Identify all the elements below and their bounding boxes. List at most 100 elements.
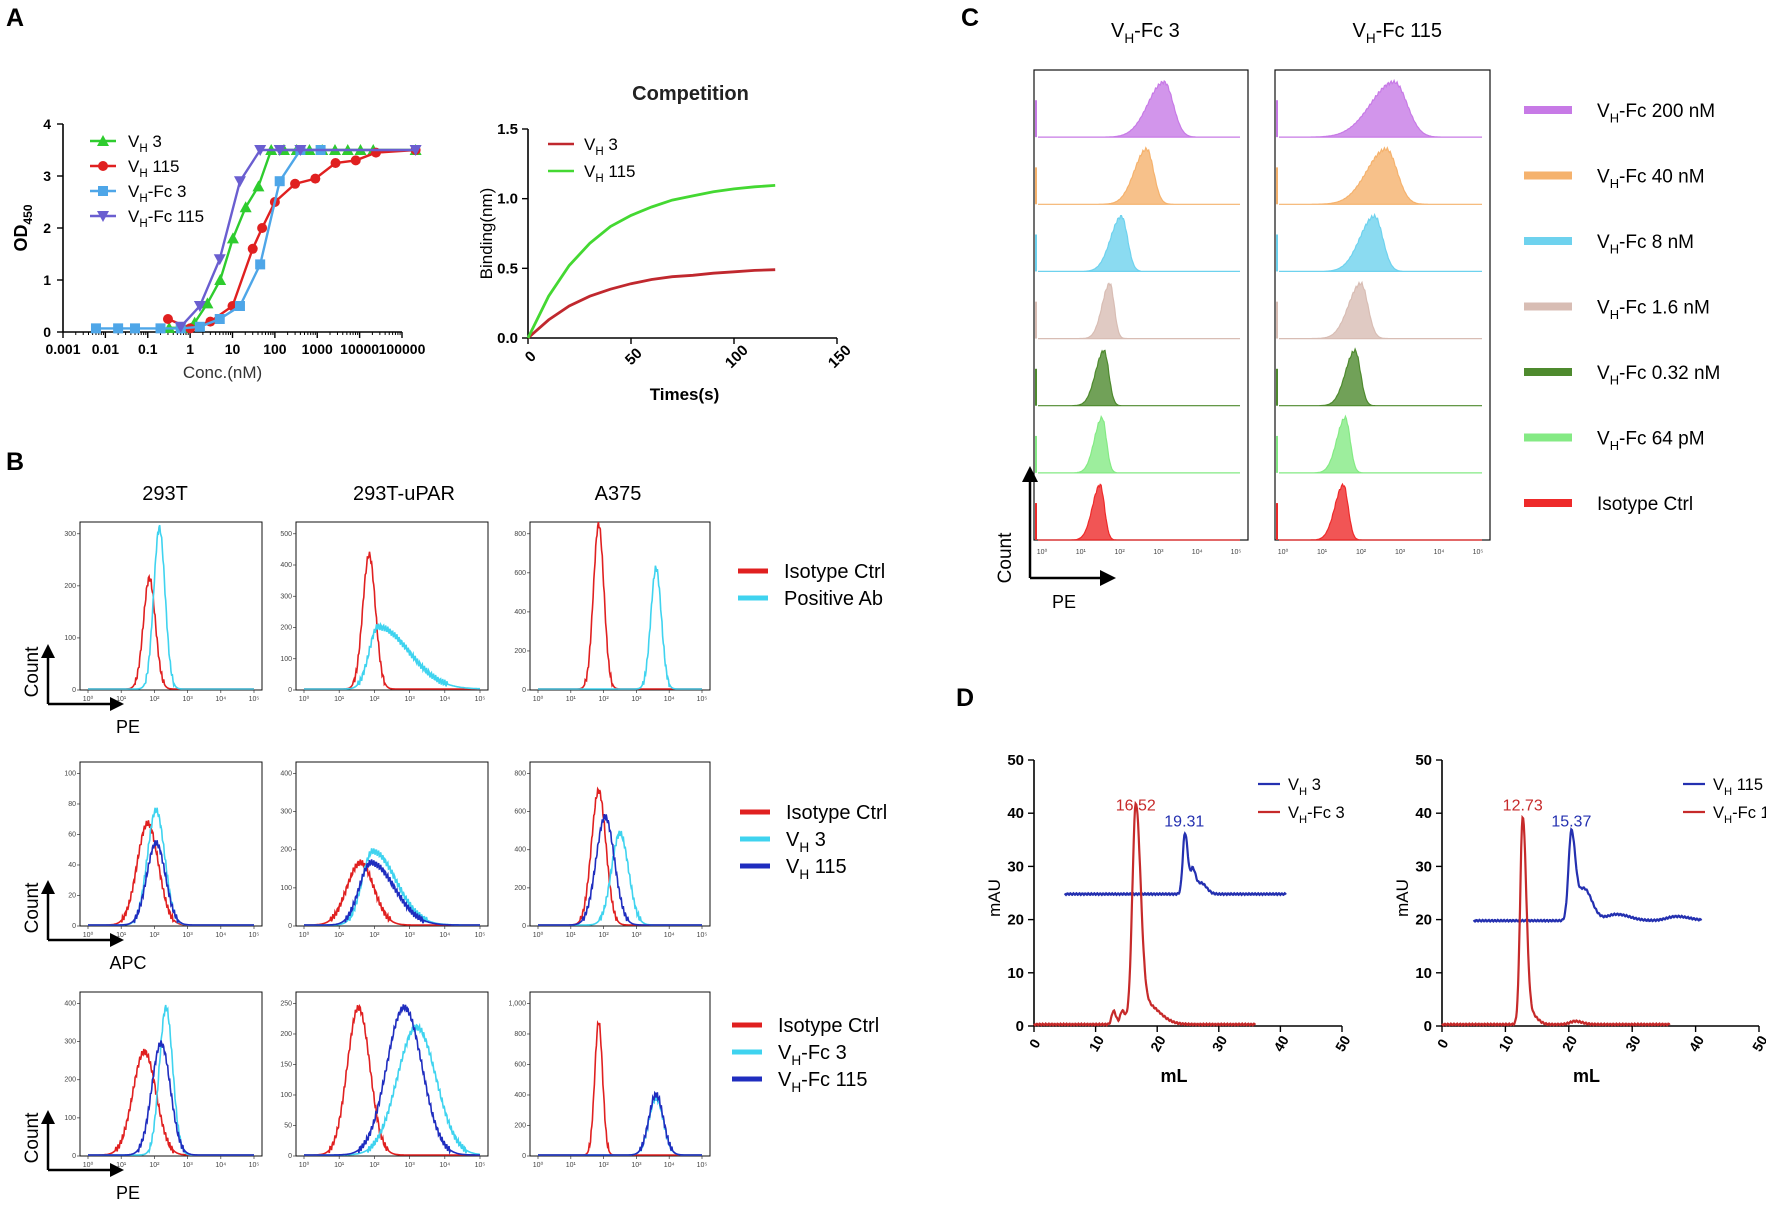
histogram-frame <box>79 521 263 691</box>
legend-swatch <box>1524 499 1572 507</box>
y-tick-label: 0 <box>72 1153 76 1160</box>
x-tick-label: 10¹ <box>116 1162 127 1169</box>
y-tick-label: 800 <box>514 531 526 538</box>
data-point <box>290 178 301 189</box>
chart-title: Competition <box>632 83 749 105</box>
x-tick-label: 10² <box>149 932 160 939</box>
histogram-curve <box>304 859 480 926</box>
data-point <box>214 314 225 324</box>
x-tick-label: 10⁵ <box>249 932 260 939</box>
data-point <box>409 145 422 156</box>
histogram-curve <box>538 565 702 690</box>
histogram-frame <box>529 521 711 691</box>
chromatogram-line <box>1033 800 1257 1027</box>
x-tick-label: 10 <box>225 341 241 357</box>
histogram-curve <box>538 1019 702 1156</box>
column-title: 293T <box>142 483 188 505</box>
x-tick-label: 10¹ <box>116 696 127 703</box>
x-tick-label: 0.001 <box>45 341 80 357</box>
data-point <box>214 274 227 285</box>
x-tick-label: 10⁰ <box>299 695 310 703</box>
x-axis-title: PE <box>116 717 140 737</box>
y-axis-title: mAU <box>1393 879 1412 917</box>
histogram-curve <box>538 830 702 926</box>
histogram-frame <box>295 521 489 691</box>
y-tick-label: 1.5 <box>497 121 518 138</box>
x-tick-label: 10⁴ <box>1434 549 1445 556</box>
legend-marker <box>98 186 108 196</box>
y-tick-label: 800 <box>514 770 526 777</box>
x-tick-label: 10³ <box>1153 549 1164 556</box>
stacked-histogram <box>1038 146 1240 205</box>
y-tick-label: 40 <box>1007 805 1024 822</box>
x-tick-label: 10¹ <box>1076 549 1087 556</box>
data-point <box>213 254 226 266</box>
x-tick-label: 10³ <box>1395 549 1406 556</box>
x-tick-label: 0 <box>1434 1036 1452 1051</box>
stack-frame <box>1033 69 1249 541</box>
histogram-frame <box>529 991 711 1157</box>
x-tick-label: 10¹ <box>566 696 577 703</box>
data-point <box>113 323 124 334</box>
x-tick-label: 0 <box>522 348 540 366</box>
histogram-curve <box>304 1022 481 1156</box>
legend-label: Isotype Ctrl <box>784 561 885 583</box>
y-tick-label: 0 <box>288 923 292 930</box>
data-point <box>194 321 205 332</box>
data-point <box>310 173 321 184</box>
x-axis-title: mL <box>1161 1066 1188 1086</box>
x-tick-label: 0.01 <box>92 341 119 357</box>
x-tick-label: 10⁵ <box>475 1162 486 1169</box>
peak-label: 12.73 <box>1503 798 1543 815</box>
y-tick-label: 20 <box>1007 912 1024 929</box>
histogram-curve <box>304 621 480 690</box>
histogram-curve <box>88 524 254 690</box>
x-tick-label: 10² <box>599 696 610 703</box>
x-tick-label: 10⁵ <box>249 696 260 703</box>
x-tick-label: 10 <box>1495 1033 1517 1055</box>
y-tick-label: 400 <box>514 847 526 854</box>
histogram-curve <box>538 1093 702 1156</box>
legend-label: VH 3 <box>1288 776 1321 798</box>
count-arrowhead <box>41 1110 55 1124</box>
histogram-curve <box>304 859 480 926</box>
panel-title: VH-Fc 115 <box>1353 20 1443 46</box>
x-axis-title: APC <box>109 953 146 973</box>
legend-swatch <box>1524 368 1572 376</box>
x-tick-label: 10² <box>369 1162 380 1169</box>
data-point <box>257 223 268 233</box>
x-tick-label: 40 <box>1685 1033 1707 1055</box>
y-tick-label: 3 <box>43 168 51 184</box>
y-tick-label: 10 <box>1415 965 1432 982</box>
y-tick-label: 50 <box>1415 752 1432 769</box>
histogram-curve <box>304 551 480 690</box>
y-tick-label: 50 <box>284 1122 292 1129</box>
legend-label: VH-Fc 115 <box>128 207 204 230</box>
y-tick-label: 1,000 <box>508 1000 526 1007</box>
x-tick-label: 10⁰ <box>299 1161 310 1169</box>
legend-swatch <box>1524 302 1572 311</box>
legend-label: VH 115 <box>584 162 636 185</box>
x-tick-label: 10³ <box>183 696 194 703</box>
y-tick-label: 400 <box>280 770 292 777</box>
chromatogram-line <box>1441 814 1671 1027</box>
x-tick-label: 10¹ <box>116 932 127 939</box>
x-tick-label: 40 <box>1270 1033 1292 1055</box>
legend-swatch <box>1524 106 1572 114</box>
x-tick-label: 10² <box>369 696 380 703</box>
panel-label-d: D <box>956 684 974 712</box>
legend-label: VH-Fc 200 nM <box>1597 101 1715 126</box>
y-tick-label: 0.0 <box>497 330 518 347</box>
histogram-curve <box>538 813 702 926</box>
y-tick-label: 0 <box>522 687 526 694</box>
y-tick-label: 100 <box>280 1092 292 1099</box>
y-tick-label: 1 <box>43 272 51 288</box>
y-tick-label: 80 <box>68 801 76 808</box>
x-tick-label: 10⁴ <box>215 1162 226 1169</box>
data-point <box>201 297 214 309</box>
x-tick-label: 0 <box>1026 1036 1044 1051</box>
legend-label: VH 3 <box>128 132 162 155</box>
pe-arrowhead <box>1100 570 1116 586</box>
y-tick-label: 400 <box>514 1092 526 1099</box>
